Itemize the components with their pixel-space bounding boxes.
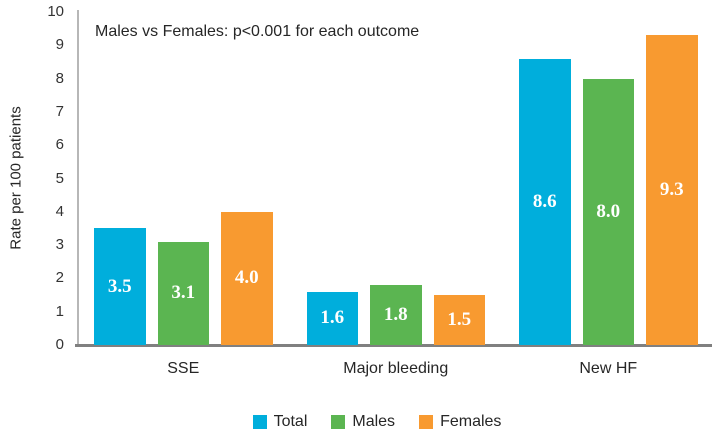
y-axis-title: Rate per 100 patients [7,106,25,250]
bar-value-label: 3.5 [107,275,132,297]
y-axis-tick-label: 4 [55,202,64,220]
bar-males-major-bleeding: 1.8 [370,285,422,345]
bar-total-major-bleeding: 1.6 [306,291,358,345]
bar-females-new-hf: 9.3 [646,35,698,345]
bar-females-sse: 4.0 [221,211,273,345]
bar-value-label: 1.6 [320,307,345,329]
legend-swatch-icon [252,415,267,429]
legend: Total Males Females [40,413,714,431]
bar-value-label: 1.8 [383,304,408,326]
x-axis-category-label: Major bleeding [343,360,449,377]
bar-value-label: 8.0 [596,200,621,222]
bar-value-label: 1.5 [447,309,472,331]
legend-item-males: Males [331,413,395,431]
y-axis-tick-label: 0 [55,336,64,353]
y-axis-tick-label: 2 [55,269,64,287]
y-axis-tick-label: 10 [47,3,64,20]
bar-total-sse: 3.5 [94,228,146,345]
bar-total-new-hf: 8.6 [519,58,571,345]
legend-label: Females [440,413,502,430]
legend-item-total: Total [252,413,308,431]
legend-swatch-icon [331,415,346,429]
y-axis-tick-label: 9 [55,36,64,54]
legend-item-females: Females [419,413,501,431]
y-axis-tick-label: 1 [55,302,64,320]
y-axis-tick-label: 7 [55,102,64,120]
bar-value-label: 3.1 [171,282,196,304]
legend-label: Total [273,413,308,430]
y-axis-tick-label: 8 [55,69,64,87]
bar-males-new-hf: 8.0 [582,78,634,345]
x-axis-category-label: New HF [579,360,638,377]
bar-value-label: 4.0 [234,267,259,289]
x-axis-category-label: SSE [167,360,200,377]
bar-value-label: 9.3 [659,179,684,201]
bar-females-major-bleeding: 1.5 [433,295,485,345]
x-axis-line [75,344,712,347]
y-axis-tick-label: 6 [55,136,64,154]
y-axis-tick-label: 3 [55,236,64,254]
bar-value-label: 8.6 [532,190,557,212]
chart-annotation: Males vs Females: p<0.001 for each outco… [95,23,420,40]
legend-swatch-icon [419,415,434,429]
legend-label: Males [352,413,396,430]
y-axis-tick-label: 5 [55,169,64,187]
y-axis-line [77,10,79,345]
bar-males-sse: 3.1 [157,241,209,345]
